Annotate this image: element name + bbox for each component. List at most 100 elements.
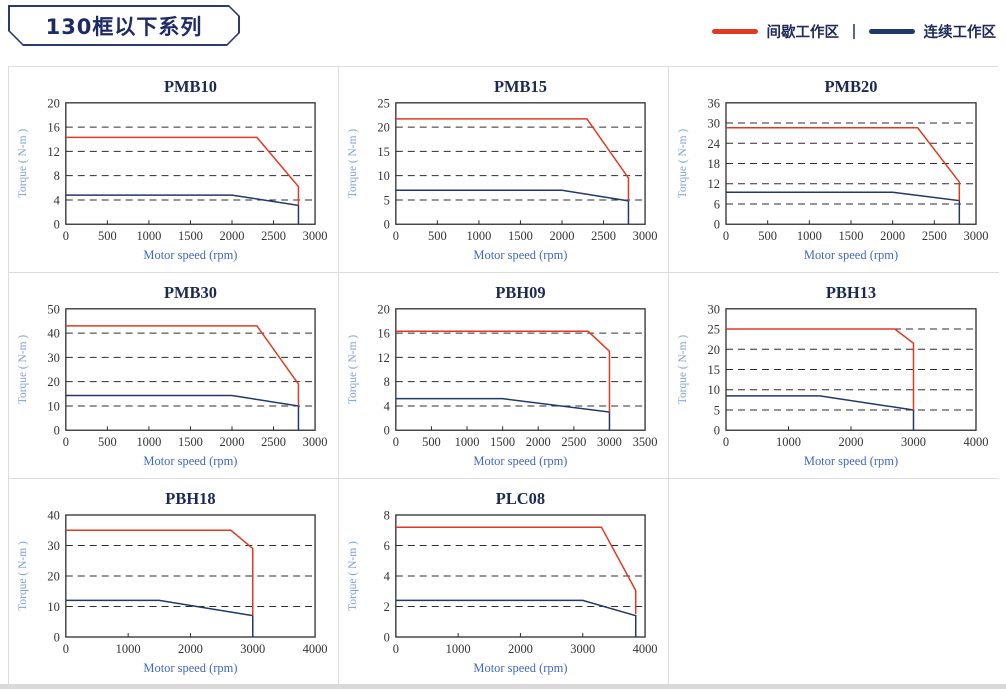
chart-grid: PMB10 0 500 1000 1500 2000 2500 3000 0 4 8 12 16 20 Mo… — [8, 66, 999, 685]
chart-pbh18: PBH18 0 1000 2000 3000 4000 0 10 20 30 40 Motor spe… — [17, 489, 328, 675]
y-axis-label: Torque ( N-m ) — [17, 335, 29, 405]
x-tick-label: 3000 — [901, 435, 926, 449]
x-tick-label: 0 — [723, 229, 729, 243]
y-tick-label: 20 — [47, 96, 59, 110]
x-tick-label: 500 — [98, 229, 117, 243]
x-tick-label: 500 — [422, 435, 441, 449]
y-tick-label: 0 — [384, 218, 390, 232]
page-bottom-bar — [0, 684, 1006, 689]
chart-title: PMB20 — [824, 77, 877, 96]
y-tick-label: 30 — [708, 302, 720, 316]
x-tick-label: 500 — [98, 435, 117, 449]
series-continuous — [395, 189, 630, 225]
y-axis-label: Torque ( N-m ) — [677, 335, 689, 405]
y-tick-label: 16 — [47, 121, 59, 135]
y-tick-label: 10 — [47, 600, 59, 614]
x-tick-label: 3000 — [303, 229, 328, 243]
x-tick-label: 1500 — [490, 435, 515, 449]
x-tick-label: 3000 — [597, 435, 622, 449]
legend: 间歇工作区 连续工作区 — [711, 21, 997, 42]
legend-separator — [853, 24, 855, 39]
y-tick-label: 4 — [384, 399, 391, 413]
page-title: 130框以下系列 — [45, 14, 203, 39]
chart-title: PMB15 — [494, 77, 547, 96]
series-title-badge: 130框以下系列 — [8, 5, 240, 46]
y-tick-label: 30 — [47, 539, 59, 553]
series-continuous — [726, 395, 915, 431]
chart-pmb15: PMB15 0 500 1000 1500 2000 2500 3000 0 5 10 15 20 25 M… — [347, 77, 658, 262]
x-tick-label: 4000 — [964, 435, 989, 449]
y-tick-label: 16 — [377, 327, 389, 341]
x-tick-label: 3000 — [633, 229, 658, 243]
chart-plc08: PLC08 0 1000 2000 3000 4000 0 2 4 6 8 Motor speed (… — [347, 489, 658, 675]
x-tick-label: 2500 — [561, 435, 586, 449]
x-tick-label: 3000 — [570, 642, 595, 656]
y-tick-label: 10 — [47, 399, 59, 413]
chart-cell-plc08: PLC08 0 1000 2000 3000 4000 0 2 4 6 8 Motor speed (… — [339, 479, 669, 685]
y-tick-label: 2 — [384, 600, 390, 614]
chart-pmb20: PMB20 0 500 1000 1500 2000 2500 3000 0 6 12 18 24 30 3… — [677, 77, 989, 262]
chart-title: PMB30 — [164, 283, 217, 302]
x-tick-label: 1000 — [446, 642, 471, 656]
x-tick-label: 2500 — [591, 229, 616, 243]
chart-pbh09: PBH09 0 500 1000 1500 2000 2500 3000 3500 0 4 8 12 16… — [347, 283, 658, 468]
y-tick-label: 8 — [54, 169, 60, 183]
x-tick-label: 0 — [63, 642, 69, 656]
x-tick-label: 1500 — [178, 229, 203, 243]
series-continuous — [65, 394, 300, 431]
y-axis-label: Torque ( N-m ) — [677, 129, 689, 199]
continuous-zone-line-swatch — [868, 29, 915, 34]
x-tick-label: 2500 — [261, 229, 286, 243]
chart-cell-pmb30: PMB30 0 500 1000 1500 2000 2500 3000 0 10 20 30 40 50… — [9, 273, 339, 479]
y-tick-label: 4 — [54, 193, 61, 207]
series-intermittent — [726, 328, 915, 411]
x-tick-label: 2500 — [261, 435, 286, 449]
chart-title: PBH09 — [495, 283, 545, 302]
y-axis-label: Torque ( N-m ) — [347, 541, 359, 611]
series-continuous — [395, 397, 611, 431]
chart-cell-pbh09: PBH09 0 500 1000 1500 2000 2500 3000 3500 0 4 8 12 16… — [339, 273, 669, 479]
y-tick-label: 25 — [377, 96, 389, 110]
y-tick-label: 8 — [384, 375, 390, 389]
chart-pbh13: PBH13 0 1000 2000 3000 4000 0 5 10 15 20 25 30 Motor … — [677, 283, 989, 468]
y-tick-label: 0 — [384, 424, 390, 438]
series-intermittent — [65, 325, 300, 406]
chart-title: PBH18 — [165, 489, 215, 508]
chart-title: PMB10 — [164, 77, 217, 96]
x-axis-label: Motor speed (rpm) — [473, 661, 567, 675]
x-axis-label: Motor speed (rpm) — [143, 661, 237, 675]
empty-cell — [669, 479, 999, 685]
y-tick-label: 6 — [714, 198, 720, 212]
plot-border — [395, 308, 646, 431]
x-tick-label: 0 — [723, 435, 729, 449]
chart-cell-pmb15: PMB15 0 500 1000 1500 2000 2500 3000 0 5 10 15 20 25 M… — [339, 67, 669, 273]
y-tick-label: 8 — [384, 508, 390, 522]
y-tick-label: 0 — [714, 218, 720, 232]
x-tick-label: 3000 — [240, 642, 265, 656]
y-tick-label: 15 — [377, 145, 389, 159]
series-continuous — [65, 194, 300, 225]
x-tick-label: 1500 — [178, 435, 203, 449]
series-intermittent — [395, 330, 611, 413]
y-tick-label: 15 — [708, 363, 720, 377]
y-tick-label: 25 — [708, 323, 720, 337]
y-tick-label: 10 — [377, 169, 389, 183]
x-tick-label: 3500 — [633, 435, 658, 449]
x-axis-label: Motor speed (rpm) — [143, 454, 237, 468]
y-tick-label: 30 — [47, 351, 59, 365]
continuous-zone-label: 连续工作区 — [923, 25, 997, 41]
x-tick-label: 2000 — [178, 642, 203, 656]
intermittent-zone-label: 间歇工作区 — [766, 25, 840, 41]
plot-border — [65, 308, 316, 431]
y-tick-label: 30 — [708, 117, 720, 131]
x-tick-label: 0 — [393, 435, 399, 449]
x-tick-label: 4000 — [303, 642, 328, 656]
x-tick-label: 0 — [393, 642, 399, 656]
y-tick-label: 12 — [708, 177, 720, 191]
x-axis-label: Motor speed (rpm) — [473, 248, 567, 262]
series-intermittent — [395, 526, 637, 615]
series-continuous — [395, 599, 637, 637]
x-tick-label: 0 — [63, 435, 69, 449]
chart-cell-pbh18: PBH18 0 1000 2000 3000 4000 0 10 20 30 40 Motor spe… — [9, 479, 339, 685]
y-tick-label: 20 — [377, 302, 389, 316]
